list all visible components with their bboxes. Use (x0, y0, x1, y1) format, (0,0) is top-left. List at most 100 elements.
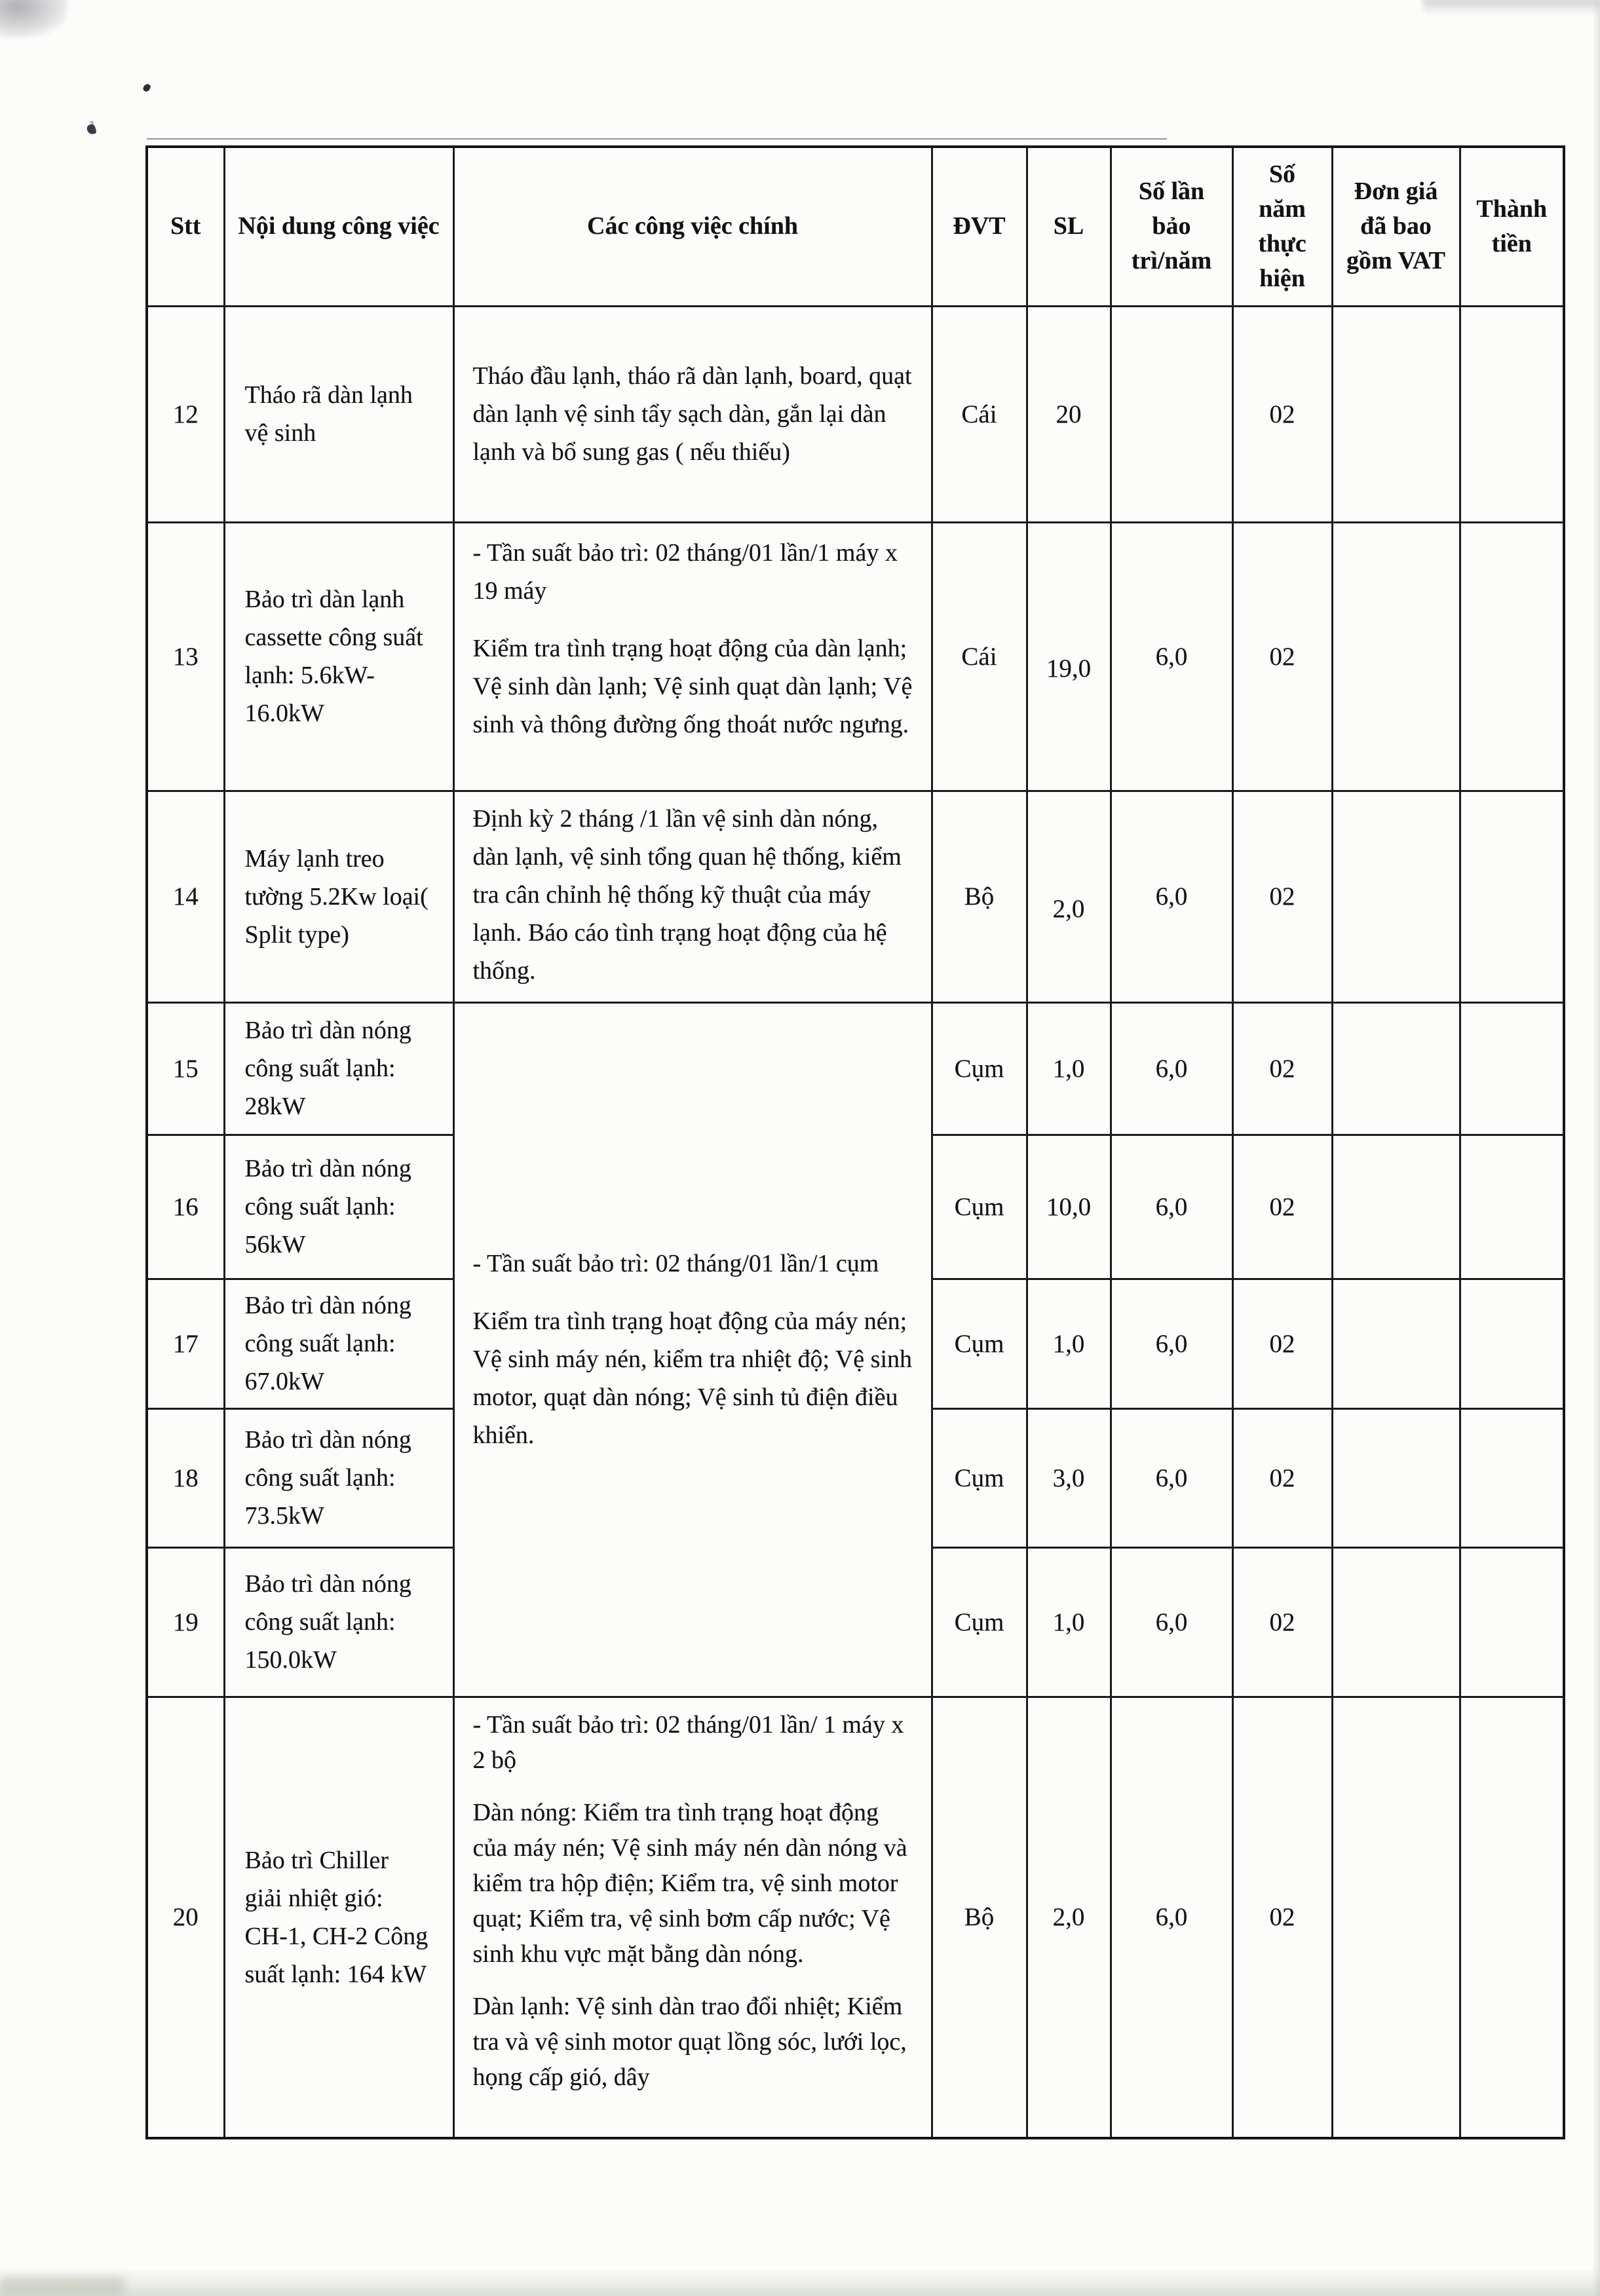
cell-cong-viec-merged: - Tần suất bảo trì: 02 tháng/01 lần/1 cụ… (452, 1001, 933, 1698)
cell-don-gia (1331, 1695, 1461, 2139)
table-row-12: 12 Tháo rã dàn lạnh vệ sinh Tháo đầu lạn… (145, 305, 1565, 523)
cell-cong-viec: - Tần suất bảo trì: 02 tháng/01 lần/1 má… (452, 521, 933, 792)
cell-sl: 1,0 (1025, 1546, 1112, 1698)
cell-sl: 10,0 (1025, 1133, 1112, 1280)
paragraph: - Tần suất bảo trì: 02 tháng/01 lần/1 má… (472, 538, 898, 605)
cell-thanh-tien (1458, 789, 1565, 1004)
column-header-stt: Stt (145, 145, 225, 307)
cell-thanh-tien (1458, 1133, 1565, 1280)
cell-so-lan: 6,0 (1109, 1277, 1234, 1410)
scan-smudge-top-left (0, 0, 68, 38)
scan-smudge-bottom-left (0, 2276, 124, 2296)
cell-sl: 20 (1025, 305, 1112, 523)
column-header-noi-dung: Nội dung công việc (223, 145, 455, 307)
table-row-18: 18 Bảo trì dàn nóng công suất lạnh: 73.5… (145, 1407, 1565, 1549)
cell-dvt: Cụm (930, 1001, 1028, 1136)
cell-don-gia (1331, 789, 1461, 1004)
cell-thanh-tien (1458, 521, 1565, 792)
cell-don-gia (1331, 305, 1461, 523)
cell-stt: 20 (145, 1695, 225, 2139)
scan-line-artifact (147, 138, 1168, 140)
table-row-14: 14 Máy lạnh treo tường 5.2Kw loại( Split… (145, 789, 1565, 1004)
paragraph: Định kỳ 2 tháng /1 lần vệ sinh dàn nóng,… (472, 804, 902, 985)
cell-dvt: Cụm (930, 1407, 1028, 1549)
header-row: Stt Nội dung công việc Các công việc chí… (145, 145, 1565, 307)
cell-noi-dung: Bảo trì dàn lạnh cassette công suất lạnh… (223, 521, 455, 792)
paragraph: - Tần suất bảo trì: 02 tháng/01 lần/1 cụ… (472, 1250, 879, 1277)
column-header-thanh-tien: Thành tiền (1458, 145, 1565, 307)
scan-tint-bottom (0, 2268, 1600, 2296)
cell-don-gia (1331, 521, 1461, 792)
cell-dvt: Cụm (930, 1277, 1028, 1410)
paragraph: Kiểm tra tình trạng hoạt động của dàn lạ… (472, 634, 913, 738)
cell-noi-dung: Bảo trì dàn nóng công suất lạnh: 73.5kW (223, 1407, 455, 1549)
cell-dvt: Cái (930, 521, 1028, 792)
column-header-so-lan: Số lần bảo trì/năm (1109, 145, 1234, 307)
cell-noi-dung: Tháo rã dàn lạnh vệ sinh (223, 305, 455, 523)
cell-dvt: Cụm (930, 1546, 1028, 1698)
paragraph: Dàn nóng: Kiểm tra tình trạng hoạt động … (472, 1798, 907, 1968)
cell-so-nam: 02 (1231, 1001, 1333, 1136)
cell-so-lan (1109, 305, 1234, 523)
table-row-16: 16 Bảo trì dàn nóng công suất lạnh: 56kW… (145, 1133, 1565, 1280)
cell-dvt: Cái (930, 305, 1028, 523)
cell-dvt: Cụm (930, 1133, 1028, 1280)
cell-so-nam: 02 (1231, 1407, 1333, 1549)
cell-sl: 2,0 (1025, 1695, 1112, 2139)
column-header-dvt: ĐVT (930, 145, 1028, 307)
cell-so-nam: 02 (1231, 1546, 1333, 1698)
column-header-cong-viec: Các công việc chính (452, 145, 933, 307)
cell-sl: 1,0 (1025, 1001, 1112, 1136)
cell-sl: 3,0 (1025, 1407, 1112, 1549)
paragraph: - Tần suất bảo trì: 02 tháng/01 lần/ 1 m… (472, 1710, 904, 1774)
cell-dvt: Bộ (930, 1695, 1028, 2139)
cell-stt: 19 (145, 1546, 225, 1698)
cell-stt: 16 (145, 1133, 225, 1280)
cell-so-lan: 6,0 (1109, 1695, 1234, 2139)
cell-so-nam: 02 (1231, 1695, 1333, 2139)
maintenance-table-wrap: Stt Nội dung công việc Các công việc chí… (145, 138, 1565, 2139)
cell-so-nam: 02 (1231, 789, 1333, 1004)
table-row-19: 19 Bảo trì dàn nóng công suất lạnh: 150.… (145, 1546, 1565, 1698)
cell-thanh-tien (1458, 1277, 1565, 1410)
cell-so-nam: 02 (1231, 1277, 1333, 1410)
cell-don-gia (1331, 1546, 1461, 1698)
cell-thanh-tien (1458, 305, 1565, 523)
table-row-15: 15 Bảo trì dàn nóng công suất lạnh: 28kW… (145, 1001, 1565, 1698)
scan-smudge-top-right (1423, 0, 1600, 18)
cell-noi-dung: Bảo trì Chiller giải nhiệt gió: CH-1, CH… (223, 1695, 455, 2139)
cell-cong-viec: Tháo đầu lạnh, tháo rã dàn lạnh, board, … (452, 305, 933, 523)
column-header-so-nam: Số năm thực hiện (1231, 145, 1333, 307)
cell-sl: 19,0 (1025, 521, 1112, 792)
cell-so-lan: 6,0 (1109, 1133, 1234, 1280)
paragraph: Tháo đầu lạnh, tháo rã dàn lạnh, board, … (472, 362, 912, 466)
maintenance-schedule-table: Stt Nội dung công việc Các công việc chí… (145, 145, 1565, 2139)
cell-so-lan: 6,0 (1109, 521, 1234, 792)
column-header-don-gia: Đơn giá đã bao gồm VAT (1331, 145, 1461, 307)
cell-so-lan: 6,0 (1109, 1001, 1234, 1136)
table-row-17: 17 Bảo trì dàn nóng công suất lạnh: 67.0… (145, 1277, 1565, 1410)
paragraph: Kiểm tra tình trạng hoạt động của máy né… (472, 1308, 913, 1449)
cell-dvt: Bộ (930, 789, 1028, 1004)
cell-stt: 12 (145, 305, 225, 523)
cell-don-gia (1331, 1001, 1461, 1136)
cell-don-gia (1331, 1133, 1461, 1280)
cell-don-gia (1331, 1277, 1461, 1410)
cell-so-nam: 02 (1231, 305, 1333, 523)
cell-cong-viec: Định kỳ 2 tháng /1 lần vệ sinh dàn nóng,… (452, 789, 933, 1004)
ink-dot-artifact (142, 83, 152, 93)
cell-stt: 15 (145, 1001, 225, 1136)
cell-stt: 14 (145, 789, 225, 1004)
cell-so-nam: 02 (1231, 521, 1333, 792)
cell-so-lan: 6,0 (1109, 1407, 1234, 1549)
cell-noi-dung: Máy lạnh treo tường 5.2Kw loại( Split ty… (223, 789, 455, 1004)
cell-so-lan: 6,0 (1109, 1546, 1234, 1698)
paragraph: Dàn lạnh: Vệ sinh dàn trao đổi nhiệt; Ki… (472, 1992, 907, 2091)
scan-tint-right (1592, 0, 1600, 2296)
cell-noi-dung: Bảo trì dàn nóng công suất lạnh: 28kW (223, 1001, 455, 1136)
cell-thanh-tien (1458, 1546, 1565, 1698)
cell-cong-viec: - Tần suất bảo trì: 02 tháng/01 lần/ 1 m… (452, 1695, 933, 2139)
cell-thanh-tien (1458, 1695, 1565, 2139)
cell-thanh-tien (1458, 1001, 1565, 1136)
